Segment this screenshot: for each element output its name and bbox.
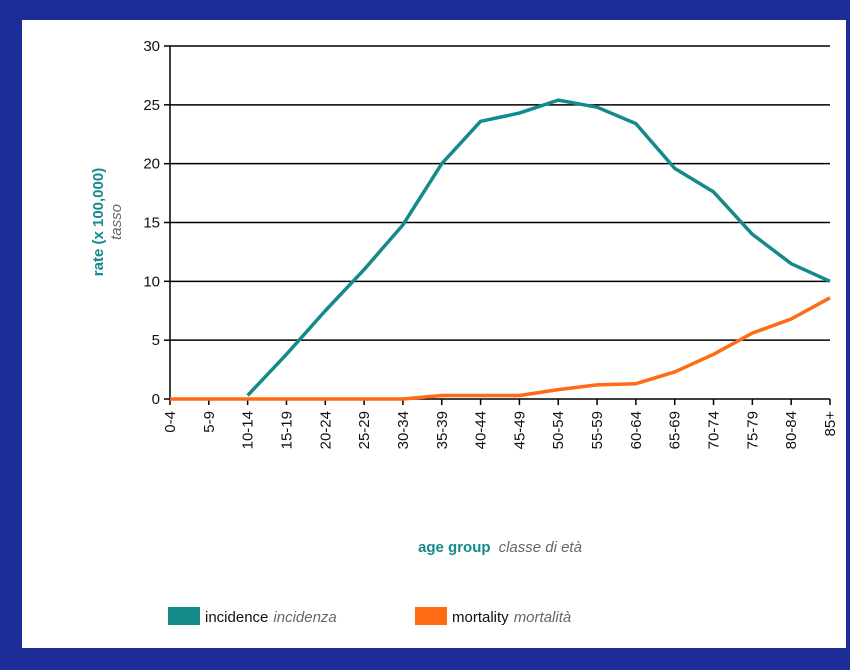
x-tick-label: 35-39 bbox=[434, 411, 451, 449]
x-tick-label: 65-69 bbox=[667, 411, 684, 449]
x-tick-label: 45-49 bbox=[511, 411, 528, 449]
series-line bbox=[246, 98, 831, 397]
legend-swatch bbox=[415, 607, 447, 625]
y-label-en: rate (x 100,000) bbox=[90, 168, 107, 276]
x-tick-label: 30-34 bbox=[395, 411, 412, 449]
x-tick-label: 40-44 bbox=[473, 411, 490, 449]
plot: 0 5 10 15 20 25 30 0-4 5-9 10-14 15-19 20-24 25-29 30… bbox=[143, 38, 839, 449]
x-tick-label: 5-9 bbox=[201, 411, 218, 433]
legend-name: incidence bbox=[205, 609, 268, 626]
x-tick-label: 25-29 bbox=[356, 411, 373, 449]
x-tick-label: 0-4 bbox=[162, 411, 179, 433]
x-tick-label: 50-54 bbox=[550, 411, 567, 449]
legend-name: mortality bbox=[452, 609, 509, 626]
y-tick-label: 25 bbox=[143, 97, 160, 114]
legend-entry: mortality mortalità bbox=[452, 609, 571, 626]
y-tick-label: 15 bbox=[143, 215, 160, 232]
x-tick-label: 85+ bbox=[822, 411, 839, 437]
x-label-it: classe di età bbox=[499, 539, 582, 556]
x-tick-label: 55-59 bbox=[589, 411, 606, 449]
x-tick-label: 20-24 bbox=[317, 411, 334, 449]
y-tick-label: 30 bbox=[143, 38, 160, 55]
x-axis-label: age group classe di età bbox=[418, 539, 582, 556]
panel bbox=[22, 20, 846, 648]
x-tick-label: 60-64 bbox=[628, 411, 645, 449]
legend-name-it: mortalità bbox=[514, 609, 572, 626]
legend-swatch bbox=[168, 607, 200, 625]
x-tick-label: 70-74 bbox=[706, 411, 723, 449]
legend-name-it: incidenza bbox=[273, 609, 336, 626]
x-tick-label: 15-19 bbox=[278, 411, 295, 449]
y-tick-label: 10 bbox=[143, 273, 160, 290]
y-tick-label: 0 bbox=[152, 391, 160, 408]
y-axis-label-it: tasso bbox=[108, 204, 125, 240]
legend-entry: incidence incidenza bbox=[205, 609, 337, 626]
y-tick-label: 20 bbox=[143, 156, 160, 173]
x-tick-label: 75-79 bbox=[744, 411, 761, 449]
y-tick-label: 5 bbox=[152, 332, 160, 349]
series-line bbox=[170, 296, 831, 401]
y-axis-label: rate (x 100,000) bbox=[90, 168, 107, 276]
x-tick-label: 80-84 bbox=[783, 411, 800, 449]
x-tick-label: 10-14 bbox=[240, 411, 257, 449]
x-label-en: age group bbox=[418, 539, 491, 556]
